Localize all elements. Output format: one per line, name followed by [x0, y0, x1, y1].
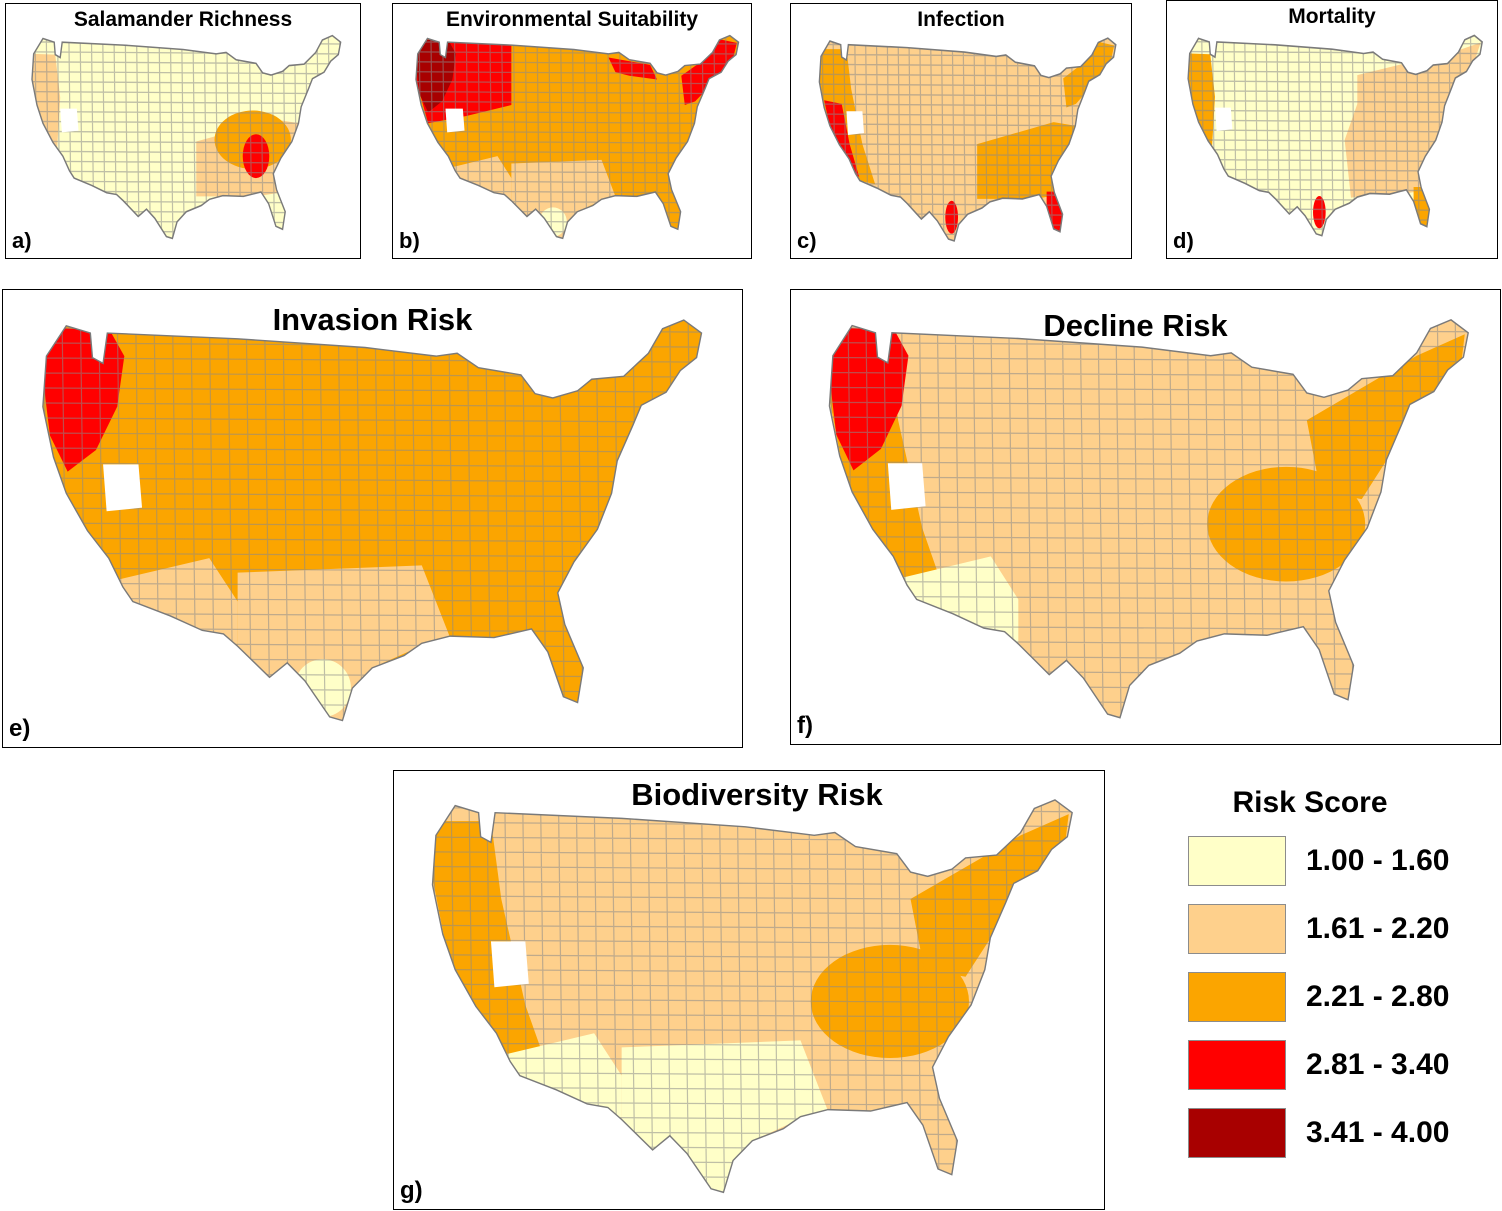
panel-label: c): [797, 228, 817, 253]
county-borders: [42, 320, 702, 721]
no-data-area: [60, 108, 79, 133]
map-panel-infection: Infection c): [790, 3, 1132, 259]
map-panel-salamander-richness: Salamander Richness a): [5, 3, 361, 259]
map-region-south-appalachia: [242, 134, 270, 179]
panel-title: Biodiversity Risk: [631, 777, 883, 812]
map-region-southwest: [504, 1033, 622, 1119]
map-panel-environmental-suitability: Environmental Suitability b): [392, 3, 752, 259]
panel-title: Infection: [917, 8, 1005, 31]
map-region-south-central: [621, 1040, 828, 1193]
county-borders: [829, 319, 1469, 718]
us-outline: [431, 799, 1073, 1194]
panel-title: Salamander Richness: [73, 8, 293, 31]
us-outline: [42, 319, 703, 722]
county-borders: [819, 38, 1116, 241]
legend-swatch: [1188, 972, 1286, 1022]
county-borders: [31, 35, 341, 239]
legend-label: 1.00 - 1.60: [1306, 844, 1450, 877]
us-county-map: [31, 34, 342, 240]
legend-item: 1.61 - 2.20: [1188, 904, 1488, 960]
panel-label: g): [400, 1177, 423, 1204]
no-data-area: [490, 941, 529, 988]
legend-title: Risk Score: [1232, 786, 1388, 819]
no-data-area: [846, 111, 864, 135]
map-panel-invasion-risk: Invasion Risk e): [2, 289, 743, 748]
map-panel-decline-risk: Decline Risk f): [790, 289, 1501, 745]
no-data-area: [887, 463, 926, 510]
no-data-area: [103, 464, 143, 512]
panel-label: d): [1173, 228, 1194, 253]
legend-swatch: [1188, 904, 1286, 954]
legend-label: 2.21 - 2.80: [1306, 980, 1450, 1013]
us-county-map: [42, 319, 703, 722]
us-county-map: [415, 34, 740, 240]
us-outline: [415, 34, 740, 240]
map-region-new-england: [681, 39, 737, 106]
map-region-southwest: [901, 556, 1019, 643]
panel-label: b): [399, 228, 420, 253]
county-borders: [1188, 35, 1483, 236]
legend-label: 1.61 - 2.20: [1306, 912, 1450, 945]
us-county-map: [1187, 34, 1483, 237]
county-borders: [415, 35, 739, 239]
legend-swatch: [1188, 836, 1286, 886]
no-data-area: [1214, 107, 1233, 132]
legend-item: 2.81 - 3.40: [1188, 1040, 1488, 1096]
legend-swatch: [1188, 1108, 1286, 1158]
map-region-southwest: [117, 558, 238, 645]
us-county-map: [431, 799, 1073, 1194]
map-region-texas-coast: [1313, 195, 1326, 229]
panel-label: f): [797, 712, 813, 739]
legend-label: 2.81 - 3.40: [1306, 1048, 1450, 1081]
panel-label: a): [12, 228, 32, 253]
map-region-texas-coast: [945, 200, 959, 234]
map-region-northeast: [910, 814, 1069, 977]
map-region-florida: [1046, 191, 1063, 232]
map-panel-mortality: Mortality d): [1166, 0, 1498, 259]
us-county-map: [818, 37, 1117, 242]
panel-title: Decline Risk: [1043, 308, 1228, 343]
us-outline: [828, 319, 1469, 719]
no-data-area: [445, 108, 465, 133]
us-county-map: [828, 319, 1469, 719]
map-panel-biodiversity-risk: Biodiversity Risk g): [393, 770, 1105, 1210]
legend-swatch: [1188, 1040, 1286, 1090]
map-region-northeast: [1306, 334, 1465, 500]
map-region-southwest: [452, 156, 512, 201]
panel-title: Mortality: [1288, 5, 1376, 28]
us-outline: [1187, 34, 1483, 237]
map-region-east: [1344, 42, 1481, 198]
map-region-south-central: [511, 159, 616, 239]
legend-item: 1.00 - 1.60: [1188, 836, 1488, 892]
panel-title: Invasion Risk: [272, 302, 473, 337]
legend-label: 3.41 - 4.00: [1306, 1116, 1450, 1149]
us-outline: [31, 34, 342, 240]
legend-item: 3.41 - 4.00: [1188, 1108, 1488, 1164]
legend-item: 2.21 - 2.80: [1188, 972, 1488, 1028]
panel-title: Environmental Suitability: [445, 8, 699, 31]
us-outline: [818, 37, 1117, 242]
legend: Risk Score 1.00 - 1.60 1.61 - 2.20 2.21 …: [1180, 780, 1480, 1180]
map-region-florida: [1413, 186, 1430, 227]
county-borders: [432, 799, 1073, 1193]
panel-label: e): [9, 715, 31, 742]
map-region-california: [824, 100, 860, 177]
map-region-new-england: [1063, 41, 1115, 108]
